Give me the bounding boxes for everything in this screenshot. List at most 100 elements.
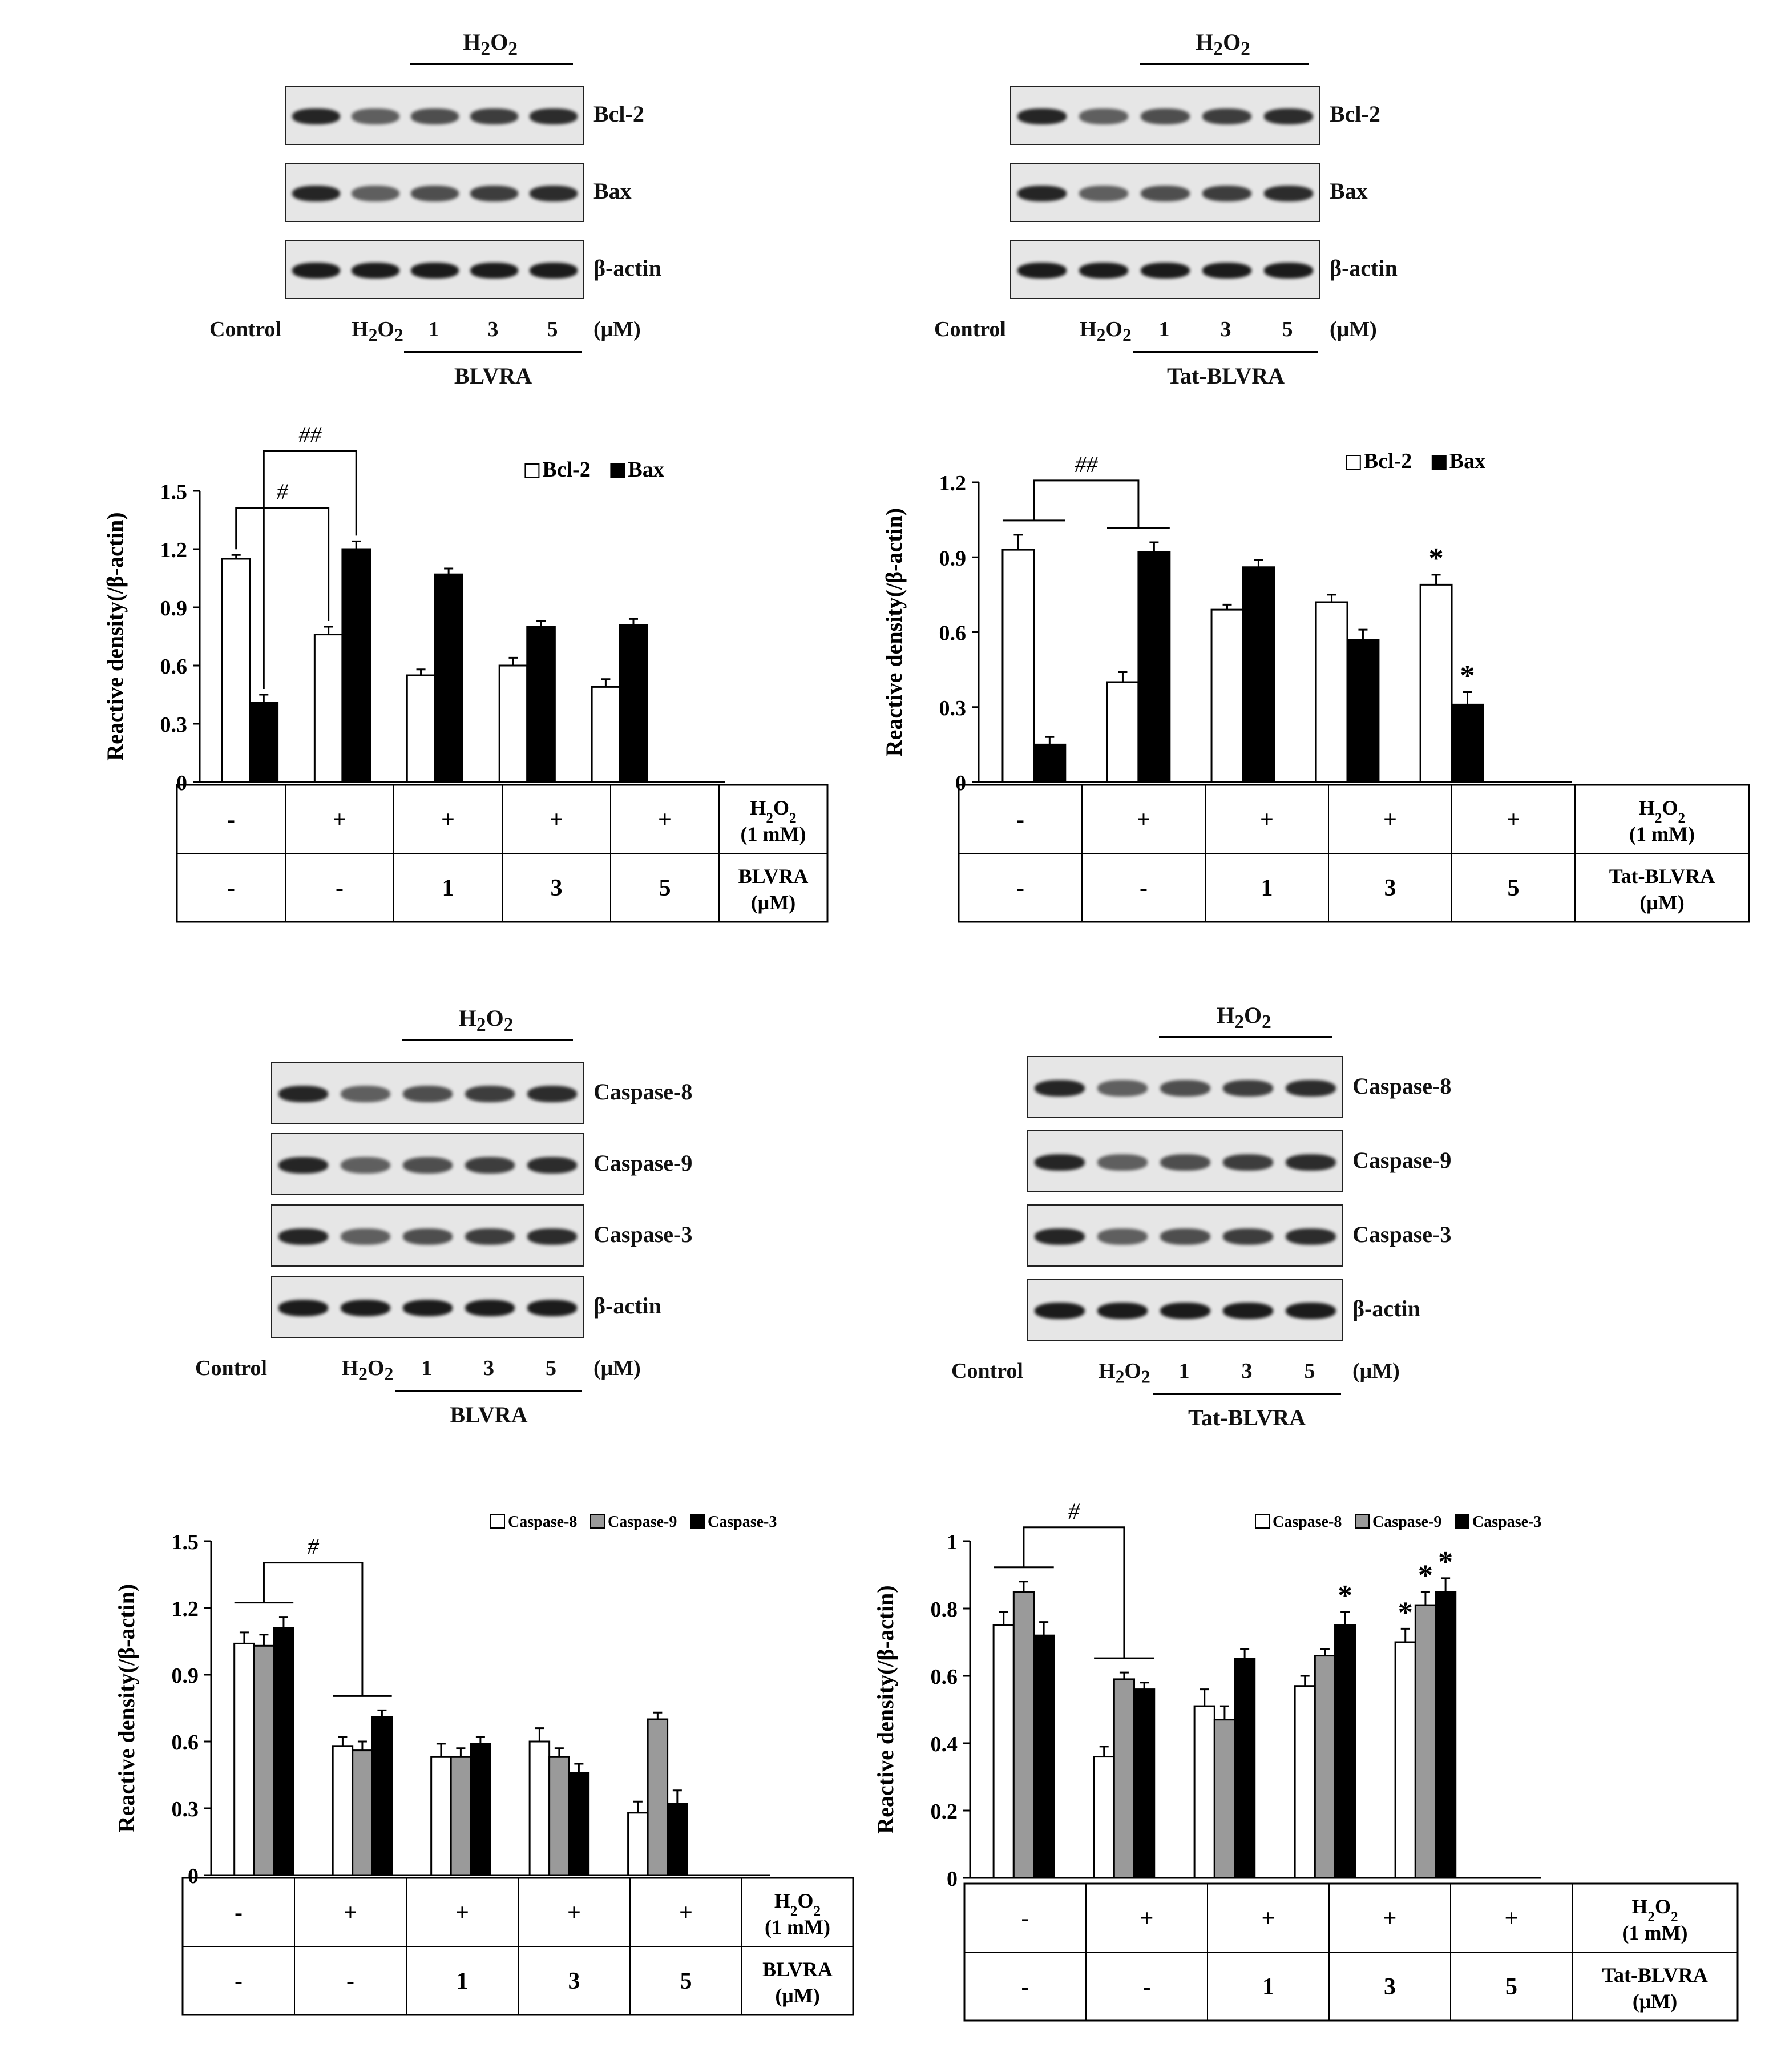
legend-label: Caspase-8 xyxy=(508,1513,577,1531)
blot-band xyxy=(1140,186,1190,201)
table-row-unit: (1 mM) xyxy=(1629,823,1695,845)
legend-label: Bax xyxy=(1449,449,1485,473)
blot-h2o2-label: H2O2 xyxy=(463,29,518,59)
y-tick-label: 1 xyxy=(947,1530,958,1554)
bar-caspase-3 xyxy=(1435,1591,1457,1879)
blot-h2o2-label: H2O2 xyxy=(458,1005,514,1035)
blot-lane-label: 1 xyxy=(421,1356,432,1380)
y-tick-label: 0.3 xyxy=(939,696,967,720)
bar-caspase-9 xyxy=(352,1749,373,1876)
table-cell: + xyxy=(441,807,455,833)
bar-caspase-8 xyxy=(1193,1705,1215,1879)
blot-band xyxy=(352,186,399,201)
blot-band xyxy=(352,263,399,279)
y-axis-label: Reactive density(/β-actin) xyxy=(102,512,128,760)
bar-caspase-9 xyxy=(450,1756,472,1876)
blot-band xyxy=(278,1156,329,1174)
table-cell: + xyxy=(1383,1905,1397,1932)
legend: Bcl-2 Bax xyxy=(524,458,664,482)
significance-bracket xyxy=(263,1562,364,1696)
blot-h2o2-label: H2O2 xyxy=(1217,1002,1271,1033)
table-border xyxy=(176,784,829,923)
blot-band xyxy=(411,186,459,201)
blot-lane-label: 1 xyxy=(1158,317,1170,341)
table-row-label: Tat-BLVRA xyxy=(1602,1964,1707,1986)
blot-protein-label: Caspase-9 xyxy=(593,1150,693,1176)
bar-bcl-2 xyxy=(406,674,436,783)
table-cell: 1 xyxy=(457,1968,469,1994)
legend: Bcl-2 Bax xyxy=(1346,449,1485,473)
table-cell: - xyxy=(1021,1905,1029,1932)
bar-bax xyxy=(1242,566,1275,783)
table-cell: - xyxy=(1016,807,1024,833)
bar-caspase-9 xyxy=(1314,1655,1336,1879)
blot-band xyxy=(411,263,459,279)
bar-caspase-3 xyxy=(1033,1634,1055,1879)
significance-label: ## xyxy=(1075,452,1098,477)
blot-strip xyxy=(271,1062,584,1124)
blot-lane-label: 3 xyxy=(1220,317,1231,341)
table-cell: - xyxy=(235,1900,243,1926)
table-cell: 3 xyxy=(568,1968,580,1994)
blot-band xyxy=(1079,263,1129,279)
blot-band xyxy=(1202,186,1252,201)
blot-band xyxy=(465,1228,515,1245)
blot-h2o2-bracket xyxy=(1159,1036,1332,1038)
significance-bracket xyxy=(263,450,357,689)
y-tick-label: 1.2 xyxy=(160,538,188,562)
bar-bcl-2 xyxy=(1419,583,1453,783)
bar-bax xyxy=(1346,639,1380,783)
blot-protein-label: Caspase-3 xyxy=(1352,1221,1452,1247)
table-cell: - xyxy=(227,807,235,833)
y-tick-label: 0.8 xyxy=(931,1598,958,1622)
legend-swatch xyxy=(1346,455,1361,470)
legend-swatch xyxy=(1255,1514,1270,1529)
significance-star: * xyxy=(1398,1596,1413,1628)
bar-bax xyxy=(249,702,279,783)
table-cell: + xyxy=(1505,1905,1519,1932)
table-cell: 5 xyxy=(659,875,671,901)
y-axis-label: Reactive density(/β-actin) xyxy=(114,1584,139,1832)
blot-lane-label: 3 xyxy=(487,317,499,341)
table-cell: + xyxy=(1137,807,1150,833)
blot-band xyxy=(340,1228,391,1245)
table-row-unit: (1 mM) xyxy=(765,1916,830,1938)
table-cell: - xyxy=(346,1968,354,1994)
bar-bcl-2 xyxy=(313,634,344,783)
blot-band xyxy=(1035,1154,1085,1171)
blot-band xyxy=(1263,186,1314,201)
blot-lane-label: H2O2 xyxy=(1080,317,1132,345)
table-cell: + xyxy=(550,807,563,833)
blot-strip xyxy=(1010,240,1320,299)
bar-bcl-2 xyxy=(221,558,251,783)
blot-band xyxy=(530,186,578,201)
table-cell: 1 xyxy=(442,875,454,901)
blot-band xyxy=(1140,263,1190,279)
bar-caspase-8 xyxy=(528,1740,551,1876)
legend-swatch xyxy=(1355,1514,1370,1529)
legend-label: Caspase-3 xyxy=(1472,1513,1541,1531)
bar-caspase-8 xyxy=(1394,1641,1416,1879)
significance-label: # xyxy=(308,1534,320,1559)
blot-band xyxy=(465,1156,515,1174)
blot-band xyxy=(1223,1228,1273,1245)
blot-band xyxy=(340,1156,391,1174)
table-row-label: BLVRA xyxy=(738,865,809,888)
blot-band xyxy=(1035,1228,1085,1245)
y-tick-label: 0.3 xyxy=(160,713,188,737)
table-cell: 5 xyxy=(1508,875,1520,901)
blot-treatment-bracket xyxy=(1153,1393,1341,1395)
blot-lane-label: Control xyxy=(195,1356,267,1380)
legend-swatch xyxy=(690,1514,705,1529)
blot-lane-label: 5 xyxy=(1282,317,1293,341)
bar-chart-2: 0 0.3 0.6 0.9 1.2 Reactive density(/β-actin) *… xyxy=(881,449,1750,923)
blot-strip xyxy=(271,1133,584,1195)
blot-lane-label: 1 xyxy=(1178,1359,1190,1383)
legend-label: Caspase-3 xyxy=(708,1513,777,1531)
bar-bcl-2 xyxy=(1210,608,1244,783)
table-cell: 1 xyxy=(1261,875,1273,901)
blot-h2o2-bracket xyxy=(401,1039,573,1041)
blot-band xyxy=(402,1156,453,1174)
significance-star: * xyxy=(1418,1559,1433,1592)
blot-strip xyxy=(271,1276,584,1338)
